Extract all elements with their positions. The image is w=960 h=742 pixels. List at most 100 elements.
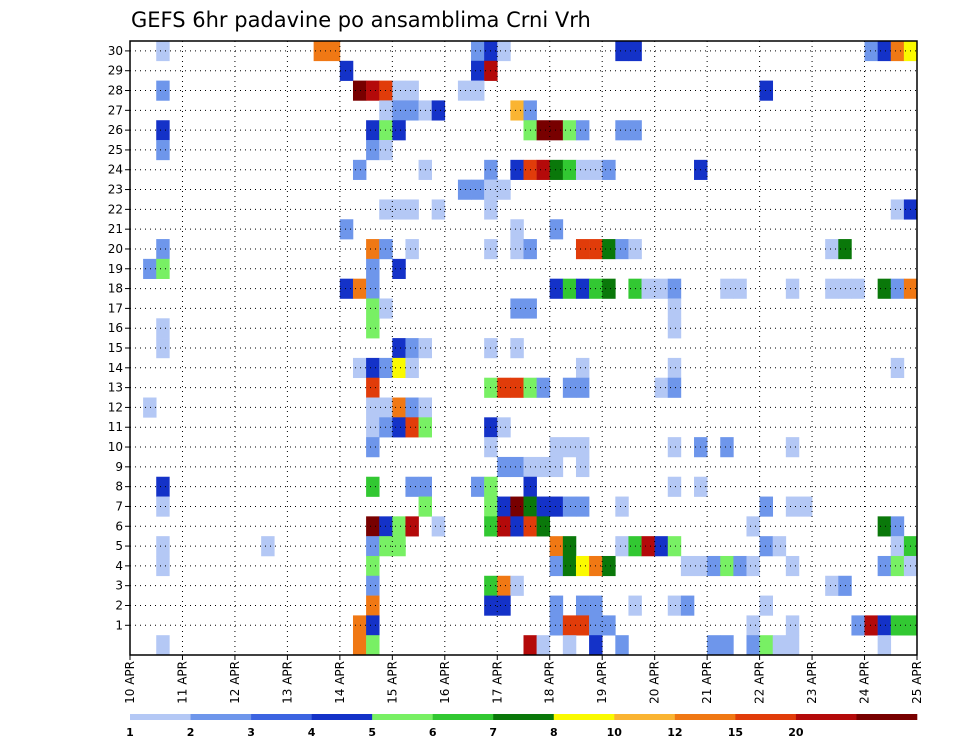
heatmap-cell <box>785 635 800 656</box>
heatmap-cell <box>575 437 590 458</box>
heatmap-cell <box>392 120 406 141</box>
y-tick-label: 14 <box>108 361 123 375</box>
heatmap-cell <box>825 239 839 260</box>
y-tick-label: 11 <box>108 420 123 434</box>
colorbar-label: 4 <box>308 726 316 739</box>
heatmap-cell <box>366 80 380 101</box>
heatmap-cell <box>641 536 655 557</box>
x-tick-label: 23 APR <box>805 661 819 704</box>
heatmap-cell <box>497 417 511 438</box>
heatmap-cell <box>575 456 590 478</box>
colorbar-label: 7 <box>489 726 497 739</box>
y-tick-label: 17 <box>108 301 123 315</box>
heatmap-cell <box>405 397 419 418</box>
heatmap-cell <box>562 159 577 180</box>
heatmap-cell <box>405 199 419 220</box>
heatmap-cell <box>575 615 590 636</box>
heatmap-cell <box>759 496 774 517</box>
heatmap-cell <box>156 41 170 62</box>
heatmap-cell <box>575 357 590 379</box>
colorbar-label: 20 <box>788 726 804 739</box>
heatmap-cell <box>352 357 367 379</box>
y-tick-label: 27 <box>108 103 123 117</box>
heatmap-cell <box>772 536 787 557</box>
heatmap-cell <box>536 120 551 141</box>
heatmap-cell <box>785 437 800 458</box>
colorbar-label: 8 <box>550 726 558 739</box>
heatmap-cell <box>890 357 905 379</box>
heatmap-cell <box>890 199 905 220</box>
y-tick-label: 1 <box>115 618 123 632</box>
x-tick-label: 18 APR <box>543 661 557 704</box>
heatmap-cell <box>759 536 774 557</box>
colorbar-swatch <box>735 714 797 720</box>
heatmap-cell <box>864 615 878 636</box>
colorbar: 1 2 3 4 5 6 7 8 10 12 15 20 <box>126 714 918 739</box>
x-tick-label: 24 APR <box>858 661 872 704</box>
heatmap-cell <box>366 377 380 398</box>
heatmap-cell <box>562 615 577 636</box>
x-tick-label: 10 APR <box>123 661 137 704</box>
heatmap-cell <box>431 199 446 220</box>
y-tick-label: 3 <box>115 579 123 593</box>
heatmap-cell <box>392 258 406 279</box>
colorbar-swatch <box>432 714 494 720</box>
heatmap-cell <box>562 437 577 458</box>
heatmap-cell <box>890 278 905 299</box>
y-tick-label: 6 <box>115 519 123 533</box>
heatmap-cell <box>680 595 695 616</box>
heatmap-cell <box>156 80 170 101</box>
heatmap-cell <box>641 278 655 299</box>
heatmap-cell <box>510 100 524 121</box>
heatmap-cell <box>392 338 406 359</box>
heatmap-cell <box>772 635 787 656</box>
heatmap-cell <box>366 258 380 279</box>
heatmap-cell <box>785 615 800 636</box>
y-tick-label: 19 <box>108 262 123 276</box>
heatmap-cell <box>471 179 485 200</box>
heatmap-cell <box>366 140 380 161</box>
heatmap-cell <box>549 219 564 240</box>
heatmap-cell <box>667 278 682 299</box>
colorbar-label: 12 <box>667 726 682 739</box>
colorbar-label: 6 <box>429 726 437 739</box>
heatmap-cell <box>602 278 616 299</box>
chart-title: GEFS 6hr padavine po ansamblima Crni Vrh <box>131 8 591 32</box>
x-tick-label: 15 APR <box>385 661 399 704</box>
y-tick-label: 16 <box>108 321 123 335</box>
heatmap-cell <box>575 278 590 299</box>
heatmap-cell <box>877 615 892 636</box>
heatmap-cell <box>471 41 485 62</box>
heatmap-cell <box>366 417 380 438</box>
heatmap-cell <box>575 239 590 260</box>
heatmap-cell <box>536 516 551 537</box>
heatmap-cell <box>562 496 577 517</box>
x-tick-label: 17 APR <box>490 661 504 704</box>
dotted-grid <box>130 41 917 655</box>
heatmap-cell <box>405 357 419 379</box>
colorbar-label: 2 <box>187 726 195 739</box>
heatmap-cell <box>392 516 406 537</box>
y-tick-label: 12 <box>108 400 123 414</box>
heatmap-cell <box>615 496 629 517</box>
heatmap-cell <box>615 239 629 260</box>
x-tick-label: 21 APR <box>700 661 714 704</box>
heatmap-cell <box>877 278 892 299</box>
heatmap-cell <box>523 635 537 656</box>
heatmap-cell <box>851 615 865 636</box>
heatmap-cell <box>549 555 564 577</box>
heatmap-cell <box>471 476 485 497</box>
plot-frame <box>129 40 918 656</box>
heatmap-cell <box>575 120 590 141</box>
heatmap-cell <box>890 615 905 636</box>
heatmap-cell <box>575 496 590 517</box>
x-tick-label: 19 APR <box>595 661 609 704</box>
x-tick-label: 14 APR <box>333 661 347 704</box>
y-tick-label: 5 <box>115 539 123 553</box>
heatmap-cell <box>392 199 406 220</box>
heatmap-cell <box>261 536 275 557</box>
heatmap-cell <box>156 140 170 161</box>
y-tick-label: 22 <box>108 202 123 216</box>
heatmap-cell <box>366 239 380 260</box>
